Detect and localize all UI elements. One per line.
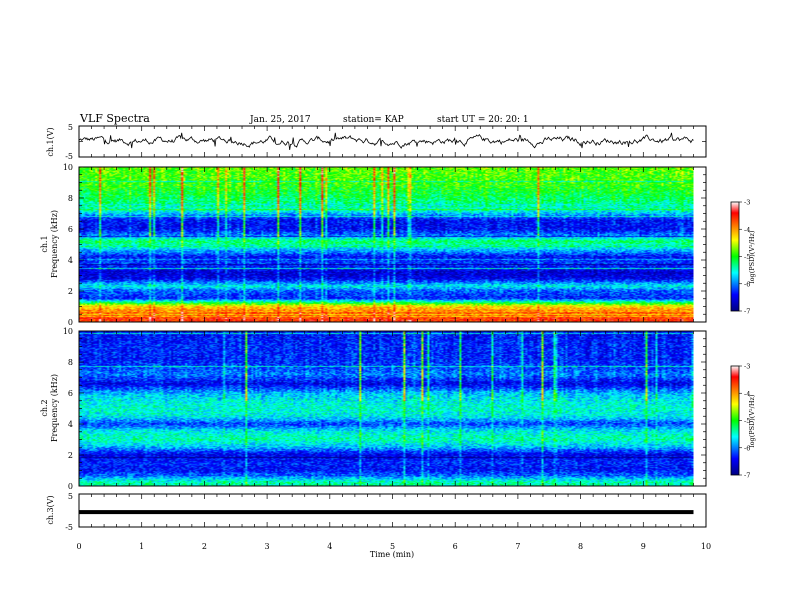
x-tick-label: 10 <box>701 542 711 551</box>
spec1-ylabel-frequency: Frequency (kHz) <box>50 210 59 278</box>
ch3-ytick-max: 5 <box>68 492 73 501</box>
ch2-colorbar: -3 -4 -5 -6 -7 log(PSD)(V²/Hz) <box>730 363 756 480</box>
x-tick-label: 2 <box>202 542 207 551</box>
station-text: station= KAP <box>343 115 404 125</box>
ch1-ytick-min: -5 <box>65 152 73 161</box>
x-tick-labels: 0 1 2 3 4 5 6 7 8 9 10 <box>76 542 711 551</box>
ch2-spectrogram-panel: 0 2 4 6 8 10 ch.2 Frequency (kHz) <box>40 327 707 491</box>
date-text: Jan. 25, 2017 <box>249 115 311 125</box>
y-tick-label: 2 <box>68 451 73 460</box>
ch1-spectrogram-image <box>79 167 694 322</box>
x-tick-label: 8 <box>578 542 583 551</box>
x-tick-label: 6 <box>453 542 458 551</box>
colorbar-tick-label: -4 <box>744 226 750 234</box>
y-tick-label: 8 <box>68 358 73 367</box>
x-tick-label: 0 <box>76 542 81 551</box>
ch1-series-line <box>78 132 694 151</box>
ch1-x-ticks <box>78 125 707 158</box>
colorbar-tick-label: -3 <box>744 199 750 207</box>
colorbar-tick-label: -7 <box>744 308 750 316</box>
ch3-waveform-panel: 5 -5 ch.3(V) 0 1 2 3 4 5 6 7 8 9 10 Time (min) <box>46 492 711 559</box>
ch1-colorbar-label: log(PSD)(V²/Hz) <box>748 230 756 283</box>
y-tick-label: 2 <box>68 287 73 296</box>
colorbar-tick-label: -3 <box>744 363 750 371</box>
ch1-ytick-max: 5 <box>68 123 73 132</box>
ch3-series-line <box>79 510 694 515</box>
y-tick-label: 4 <box>68 420 73 429</box>
x-tick-label: 1 <box>139 542 144 551</box>
y-tick-label: 8 <box>68 194 73 203</box>
ch1-colorbar: -3 -4 -5 -6 -7 log(PSD)(V²/Hz) <box>730 199 756 316</box>
y-tick-label: 0 <box>68 318 73 327</box>
ch1-colorbar-gradient <box>730 201 740 312</box>
colorbar-tick-label: -4 <box>744 390 750 398</box>
y-tick-label: 10 <box>63 327 73 336</box>
ch2-colorbar-label: log(PSD)(V²/Hz) <box>748 394 756 447</box>
ch1-waveform-panel: 5 -5 ch.1(V) <box>46 123 707 161</box>
y-tick-label: 10 <box>63 163 73 172</box>
ch2-spectrogram-image <box>79 331 694 486</box>
y-tick-label: 6 <box>68 225 73 234</box>
x-tick-label: 9 <box>641 542 646 551</box>
start-time-text: start UT = 20: 20: 1 <box>437 115 529 125</box>
x-tick-label: 7 <box>515 542 520 551</box>
x-tick-label: 4 <box>327 542 332 551</box>
colorbar-tick-label: -5 <box>744 253 750 261</box>
x-tick-label: 3 <box>265 542 270 551</box>
ch3-x-ticks <box>78 494 707 527</box>
colorbar-tick-label: -6 <box>744 444 750 452</box>
colorbar-tick-label: -5 <box>744 417 750 425</box>
spec1-ticks <box>78 166 707 323</box>
spec1-ytick-labels: 0 2 4 6 8 10 <box>63 163 73 327</box>
spec2-ticks <box>78 330 707 487</box>
figure-title: VLF Spectra <box>79 112 150 125</box>
y-tick-label: 0 <box>68 482 73 491</box>
y-tick-label: 4 <box>68 256 73 265</box>
spec2-ylabel-frequency: Frequency (kHz) <box>50 374 59 442</box>
ch3-ylabel: ch.3(V) <box>46 495 55 524</box>
spec1-ylabel-channel: ch.1 <box>40 235 49 252</box>
ch1-spectrogram-panel: 0 2 4 6 8 10 ch.1 Frequency (kHz) <box>40 163 707 327</box>
ch2-colorbar-ticks: -3 -4 -5 -6 -7 <box>739 363 750 480</box>
x-tick-label: 5 <box>390 542 395 551</box>
ch1-colorbar-ticks: -3 -4 -5 -6 -7 <box>739 199 750 316</box>
colorbar-tick-label: -6 <box>744 280 750 288</box>
ch1-ylabel: ch.1(V) <box>46 127 55 156</box>
y-tick-label: 6 <box>68 389 73 398</box>
colorbar-tick-label: -7 <box>744 472 750 480</box>
spec2-ytick-labels: 0 2 4 6 8 10 <box>63 327 73 491</box>
ch2-colorbar-gradient <box>730 365 740 476</box>
x-axis-label: Time (min) <box>370 550 414 559</box>
spec2-ylabel-channel: ch.2 <box>40 399 49 416</box>
ch3-ytick-min: -5 <box>65 523 73 532</box>
